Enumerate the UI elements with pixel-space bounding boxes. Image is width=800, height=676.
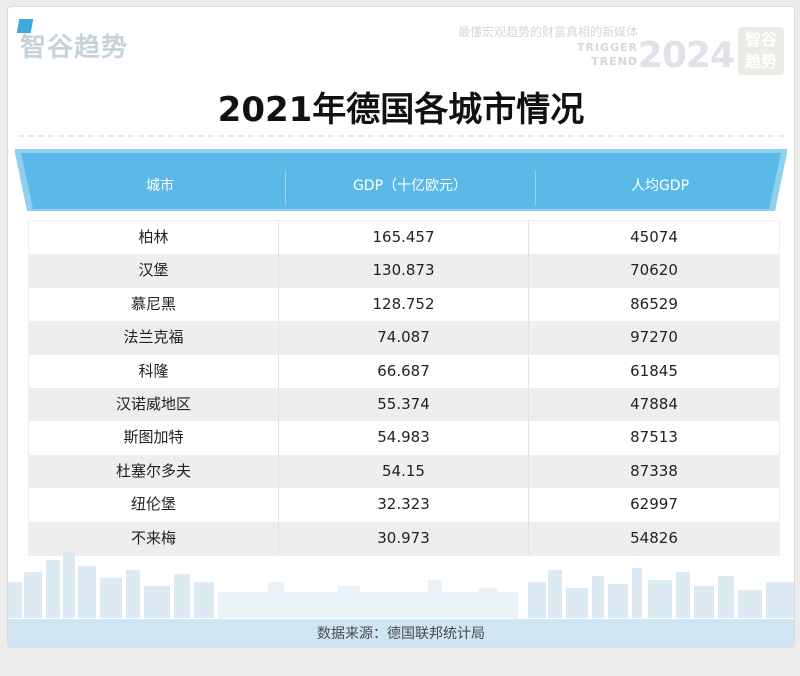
cell-gdp: 54.15: [279, 454, 529, 489]
cell-city: 纽伦堡: [29, 488, 279, 522]
table-row: 柏林 165.457 45074: [29, 221, 779, 255]
cell-gdp-per-capita: 97270: [630, 328, 678, 347]
cell-gdp-per-capita: 54826: [630, 528, 678, 547]
cell-gdp: 55.374: [279, 387, 529, 422]
brand-slogan: 最懂宏观趋势的财富真相的新媒体: [457, 25, 638, 39]
cell-city: 柏林: [29, 221, 279, 255]
table-row: 斯图加特 54.983 87513: [29, 421, 779, 455]
brand-badge-line1: 智谷: [744, 30, 777, 49]
cell-gdp: 66.687: [279, 354, 529, 388]
table-row: 汉堡 130.873 70620: [29, 254, 779, 288]
brand-logo: 智谷趋势: [20, 33, 129, 63]
column-header-gdp-per-capita: 人均GDP: [630, 178, 690, 194]
cell-gdp: 74.087: [279, 321, 529, 355]
column-header-gdp: GDP（十亿欧元）: [352, 178, 468, 194]
cell-gdp: 165.457: [279, 221, 529, 255]
cell-city: 慕尼黑: [29, 287, 279, 322]
cell-gdp-per-capita: 61845: [630, 361, 678, 380]
column-divider: [285, 171, 286, 205]
page-title: 2021年德国各城市情况: [217, 90, 585, 130]
cell-city: 斯图加特: [29, 421, 279, 455]
table-row: 科隆 66.687 61845: [29, 354, 779, 388]
table-row: 汉诺威地区 55.374 47884: [29, 387, 779, 422]
cell-city: 法兰克福: [29, 321, 279, 355]
brand-english-line2: TREND: [591, 55, 638, 68]
cell-gdp: 32.323: [279, 488, 529, 522]
cell-gdp: 130.873: [279, 254, 529, 288]
column-divider: [535, 171, 536, 205]
cell-gdp: 128.752: [279, 287, 529, 322]
cell-gdp-per-capita: 87513: [630, 428, 678, 447]
cell-city: 汉诺威地区: [29, 387, 279, 422]
cell-city: 杜塞尔多夫: [29, 454, 279, 489]
city-skyline-illustration: [8, 552, 794, 618]
cell-city: 汉堡: [29, 254, 279, 288]
title-divider: [18, 135, 784, 137]
brand-english-line1: TRIGGER: [576, 41, 638, 54]
source-footer: 数据来源：德国联邦统计局: [8, 619, 794, 647]
brand-year: 2024: [637, 35, 735, 76]
cell-gdp-per-capita: 70620: [630, 261, 678, 280]
table-row: 不来梅 30.973 54826: [29, 521, 779, 555]
cell-gdp-per-capita: 86529: [630, 294, 678, 313]
cell-gdp: 30.973: [279, 521, 529, 555]
table-header-shape: [15, 149, 787, 211]
table-row: 慕尼黑 128.752 86529: [29, 287, 779, 322]
brand-english: TRIGGER TREND: [577, 41, 638, 69]
brand-badge-line2: 趋势: [744, 52, 777, 71]
table-row: 法兰克福 74.087 97270: [29, 321, 779, 355]
cell-gdp: 54.983: [279, 421, 529, 455]
cell-gdp-per-capita: 62997: [630, 495, 678, 514]
column-header-city: 城市: [146, 178, 174, 194]
cell-gdp-per-capita: 45074: [630, 228, 678, 246]
cell-city: 不来梅: [29, 521, 279, 555]
infographic-card: 智谷趋势 最懂宏观趋势的财富真相的新媒体 TRIGGER TREND 2024 …: [7, 6, 795, 648]
cell-gdp-per-capita: 87338: [630, 461, 678, 480]
table-row: 纽伦堡 32.323 62997: [29, 488, 779, 522]
brand-badge: 智谷 趋势: [738, 27, 784, 75]
table-header: 城市 GDP（十亿欧元） 人均GDP: [15, 147, 787, 213]
table-body: 柏林 165.457 45074 汉堡 130.873 70620 慕尼黑 128.752 86…: [28, 220, 780, 556]
cell-city: 科隆: [29, 354, 279, 388]
table-row: 杜塞尔多夫 54.15 87338: [29, 454, 779, 489]
cell-gdp-per-capita: 47884: [630, 394, 678, 413]
